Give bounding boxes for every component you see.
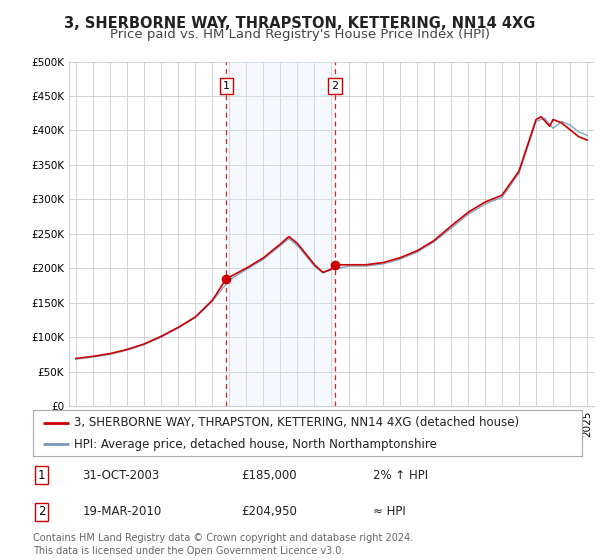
Text: ≈ HPI: ≈ HPI xyxy=(373,505,406,518)
Text: Contains HM Land Registry data © Crown copyright and database right 2024.
This d: Contains HM Land Registry data © Crown c… xyxy=(33,533,413,556)
Text: 2: 2 xyxy=(38,505,46,518)
Text: 2% ↑ HPI: 2% ↑ HPI xyxy=(373,469,428,482)
Text: 1: 1 xyxy=(223,81,230,91)
Text: HPI: Average price, detached house, North Northamptonshire: HPI: Average price, detached house, Nort… xyxy=(74,437,437,450)
Text: 3, SHERBORNE WAY, THRAPSTON, KETTERING, NN14 4XG: 3, SHERBORNE WAY, THRAPSTON, KETTERING, … xyxy=(64,16,536,31)
Text: £204,950: £204,950 xyxy=(242,505,298,518)
Text: 3, SHERBORNE WAY, THRAPSTON, KETTERING, NN14 4XG (detached house): 3, SHERBORNE WAY, THRAPSTON, KETTERING, … xyxy=(74,417,519,430)
Text: Price paid vs. HM Land Registry's House Price Index (HPI): Price paid vs. HM Land Registry's House … xyxy=(110,28,490,41)
Text: 19-MAR-2010: 19-MAR-2010 xyxy=(82,505,161,518)
Text: £185,000: £185,000 xyxy=(242,469,297,482)
Text: 31-OCT-2003: 31-OCT-2003 xyxy=(82,469,160,482)
Bar xyxy=(226,62,335,406)
Text: 1: 1 xyxy=(38,469,46,482)
Text: 2: 2 xyxy=(332,81,338,91)
